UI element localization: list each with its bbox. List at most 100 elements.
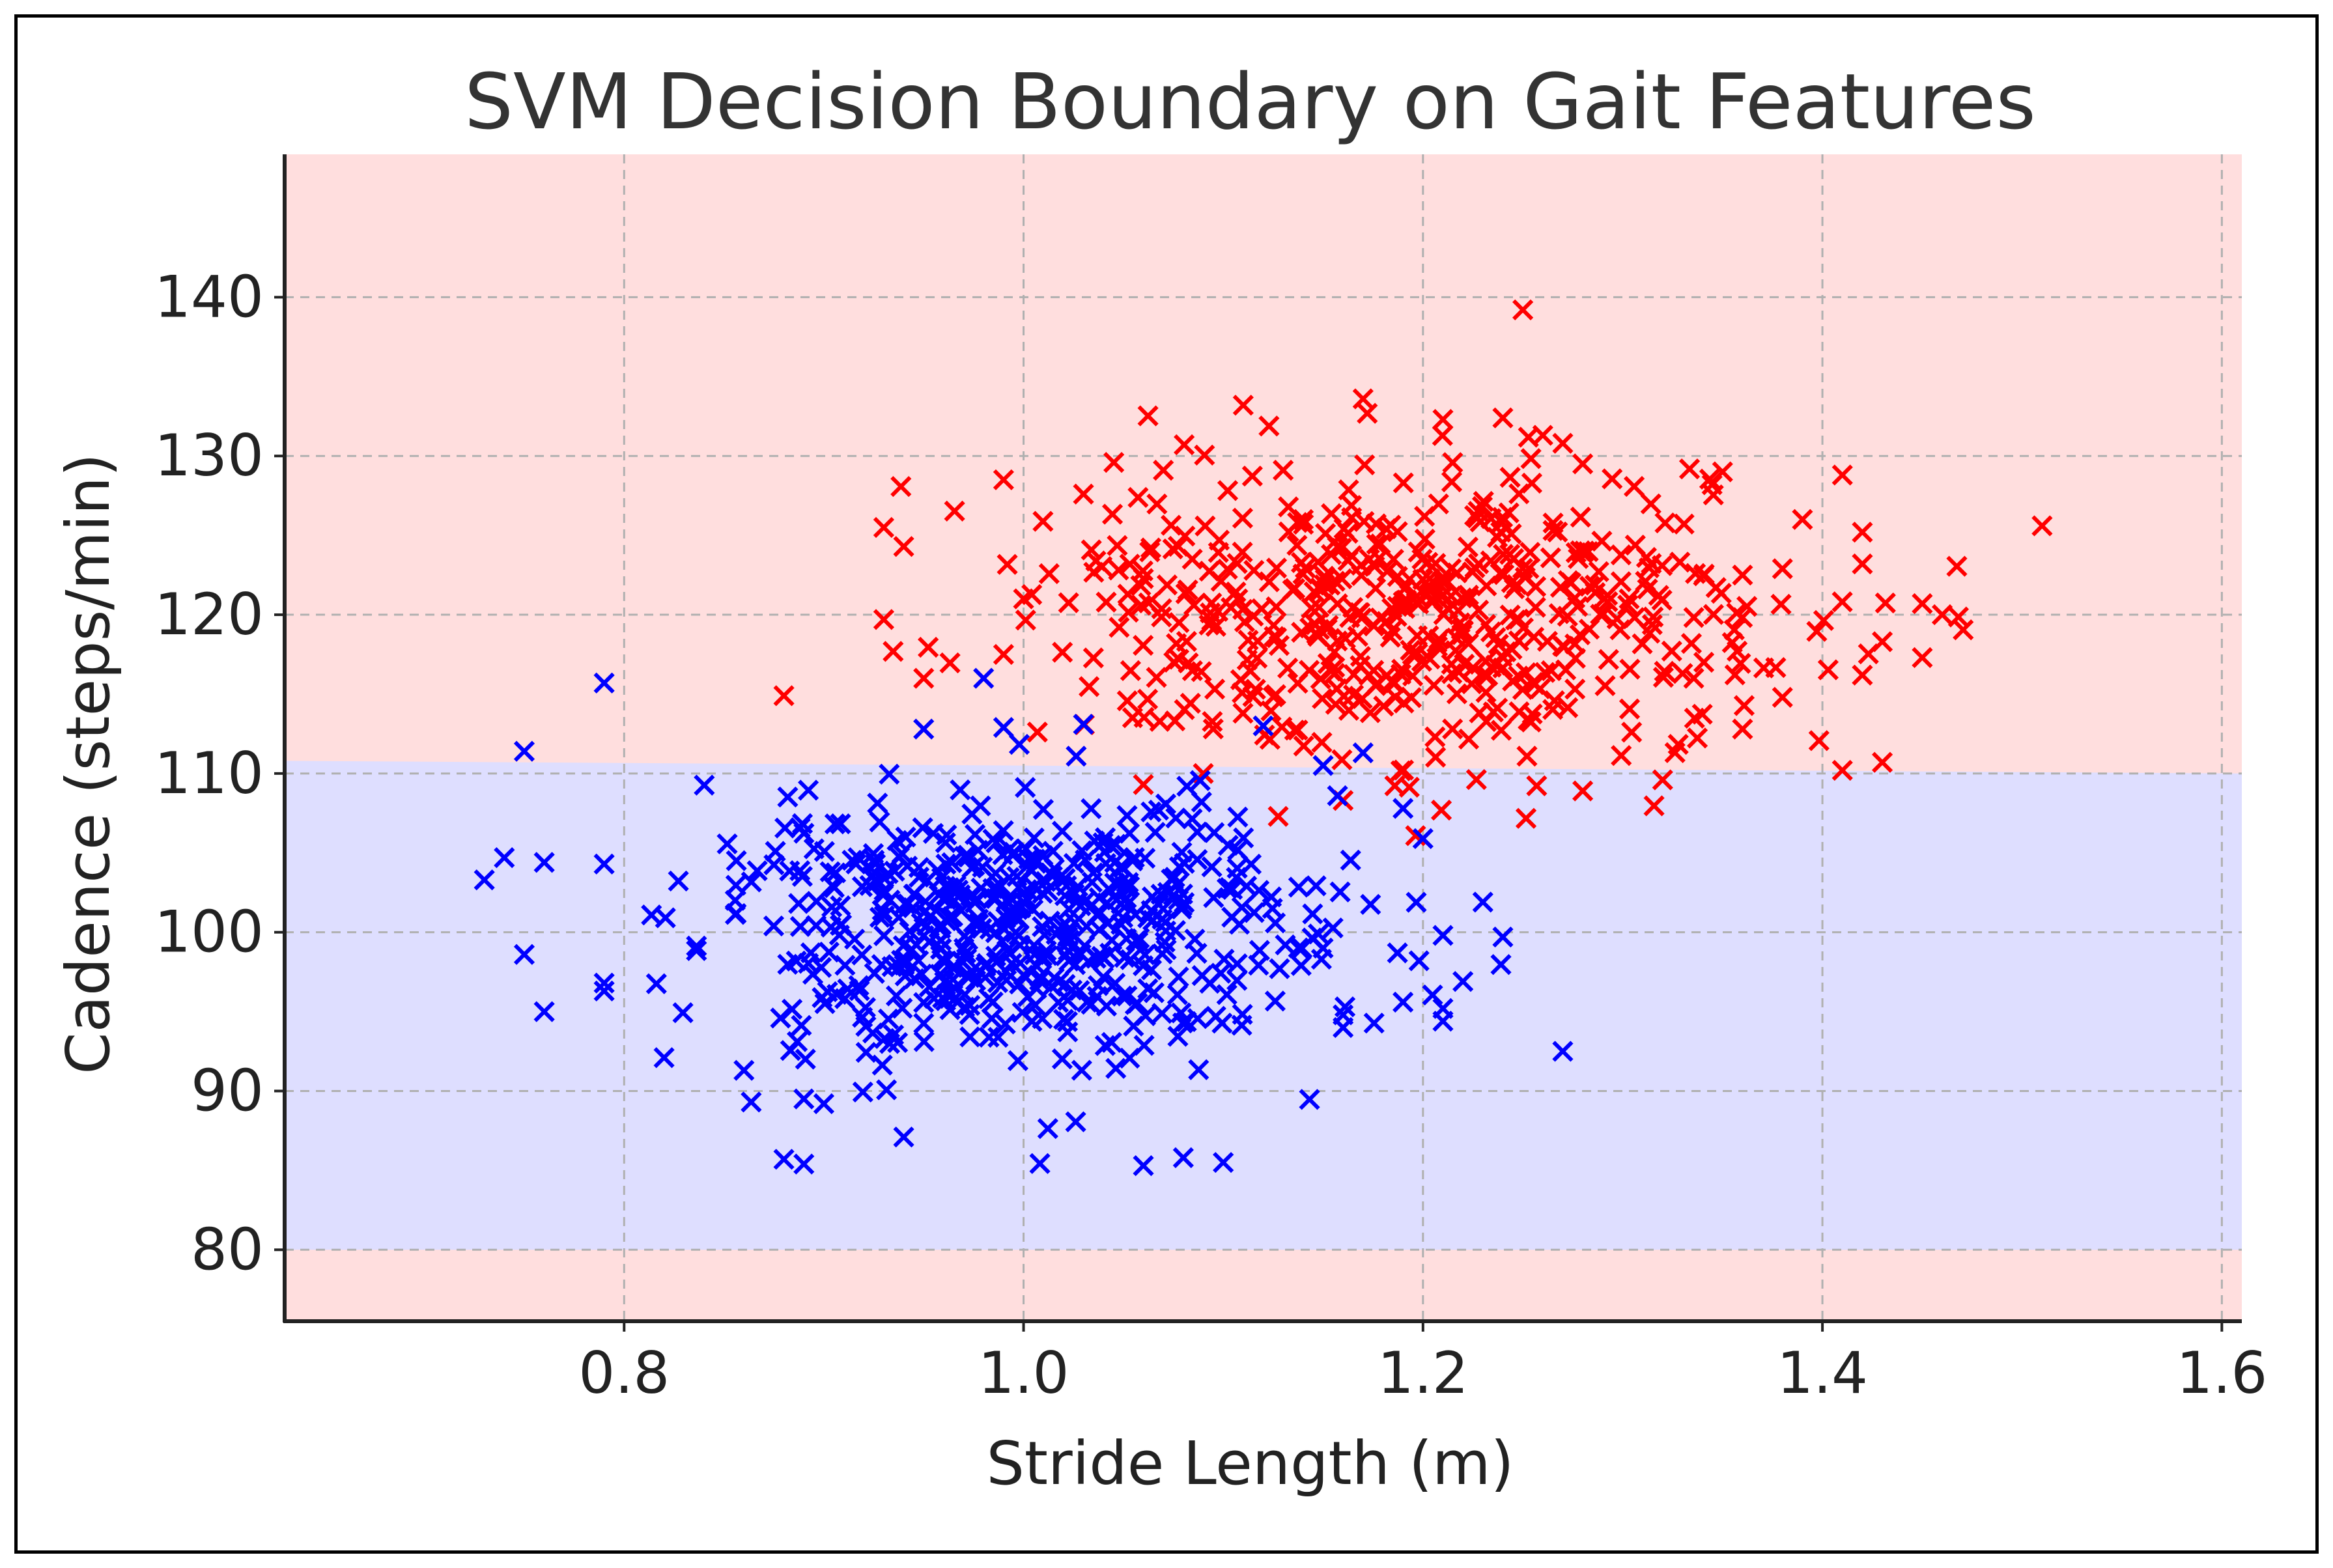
scatter-point	[873, 609, 895, 630]
scatter-point	[847, 847, 869, 869]
scatter-point	[1217, 835, 1239, 856]
scatter-point	[1032, 882, 1053, 904]
scatter-point	[1230, 669, 1252, 690]
scatter-point	[1947, 606, 1970, 628]
scatter-point	[954, 984, 976, 1005]
scatter-point	[1417, 552, 1439, 573]
scatter-point	[1025, 848, 1046, 870]
scatter-point	[1340, 495, 1363, 516]
scatter-point	[1127, 486, 1149, 508]
scatter-point	[864, 962, 885, 984]
scatter-point	[1262, 686, 1284, 708]
scatter-point	[1107, 535, 1128, 556]
scatter-point	[1440, 558, 1462, 580]
scatter-point	[888, 847, 911, 868]
scatter-point	[1326, 678, 1348, 699]
scatter-point	[1127, 992, 1148, 1014]
scatter-point	[841, 850, 863, 871]
scatter-point	[913, 1031, 935, 1052]
scatter-point	[1424, 726, 1446, 748]
scatter-point	[1066, 746, 1087, 767]
scatter-point	[1294, 557, 1316, 579]
scatter-point	[1026, 721, 1048, 743]
scatter-point	[824, 813, 846, 835]
scatter-point	[1008, 925, 1030, 946]
scatter-point	[1398, 776, 1420, 798]
scatter-point	[1452, 971, 1474, 992]
scatter-point	[1103, 452, 1125, 473]
scatter-point	[1146, 493, 1168, 515]
scatter-point	[893, 1127, 914, 1148]
scatter-point	[1813, 609, 1835, 631]
scatter-point	[1652, 666, 1675, 688]
scatter-point	[1248, 880, 1270, 901]
grid	[285, 154, 2242, 1321]
scatter-point	[645, 973, 667, 994]
scatter-point	[1221, 906, 1243, 928]
scatter-point	[995, 1013, 1016, 1035]
scatter-point	[1408, 950, 1430, 972]
scatter-point	[997, 553, 1018, 575]
scatter-point	[1202, 718, 1224, 740]
scatter-point	[1661, 640, 1682, 662]
scatter-point	[1024, 944, 1045, 966]
scatter-point	[1365, 578, 1387, 599]
scatter-point	[1227, 806, 1249, 828]
scatter-point	[1139, 541, 1161, 563]
scatter-point	[1520, 448, 1542, 469]
scatter-point	[1150, 884, 1172, 905]
scatter-point	[1548, 603, 1570, 624]
scatter-point	[959, 1003, 980, 1026]
scatter-point	[1564, 587, 1586, 609]
scatter-point	[982, 828, 1004, 850]
scatter-point	[830, 813, 851, 835]
scatter-point	[1432, 998, 1454, 1019]
scatter-point	[1265, 557, 1288, 579]
scatter-point	[1520, 542, 1541, 563]
scatter-point	[1287, 719, 1308, 741]
scatter-point	[1468, 599, 1490, 621]
scatter-point	[694, 774, 715, 796]
scatter-point	[1201, 856, 1223, 878]
scatter-point	[1133, 634, 1154, 656]
scatter-point	[805, 915, 827, 936]
scatter-point	[1073, 483, 1094, 505]
scatter-point	[1299, 1089, 1320, 1110]
scatter-point	[1432, 925, 1454, 946]
scatter-point	[1195, 515, 1216, 537]
scatter-point	[1153, 460, 1174, 481]
scatter-point	[1514, 567, 1536, 588]
scatter-point	[1187, 1008, 1208, 1029]
scatter-point	[957, 845, 979, 866]
scatter-point	[1311, 731, 1333, 753]
scatter-point	[1673, 513, 1695, 535]
scatter-point	[1552, 432, 1574, 454]
scatter-point	[1387, 942, 1408, 964]
scatter-point	[1226, 553, 1248, 574]
scatter-point	[1772, 558, 1793, 580]
scatter-point	[1286, 535, 1308, 556]
scatter-point	[1116, 985, 1138, 1007]
scatter-point	[1174, 434, 1195, 456]
scatter-point	[1183, 595, 1205, 616]
scatter-point	[1617, 595, 1639, 616]
scatter-point	[1310, 577, 1331, 599]
scatter-point	[1637, 578, 1658, 600]
scatter-point	[1191, 791, 1212, 813]
scatter-point	[1408, 593, 1430, 615]
scatter-point	[1189, 770, 1211, 791]
scatter-point	[939, 972, 961, 994]
scatter-point	[1052, 916, 1073, 938]
scatter-point	[1525, 596, 1546, 618]
scatter-point	[1292, 563, 1314, 585]
scatter-point	[852, 1081, 873, 1103]
scatter-point	[869, 906, 891, 928]
scatter-point	[1350, 646, 1372, 667]
scatter-point	[741, 871, 762, 893]
scatter-point	[1412, 568, 1434, 591]
chart-figure: 0.8 1.0 1.2 1.4 1.6 80 90 100 110 120 130 140 SVM D…	[14, 14, 2319, 1554]
y-axis-label: Cadence (steps/min)	[53, 453, 123, 1074]
scatter-point	[1953, 619, 1974, 641]
scatter-point	[1101, 1031, 1122, 1053]
scatter-point	[968, 908, 989, 930]
